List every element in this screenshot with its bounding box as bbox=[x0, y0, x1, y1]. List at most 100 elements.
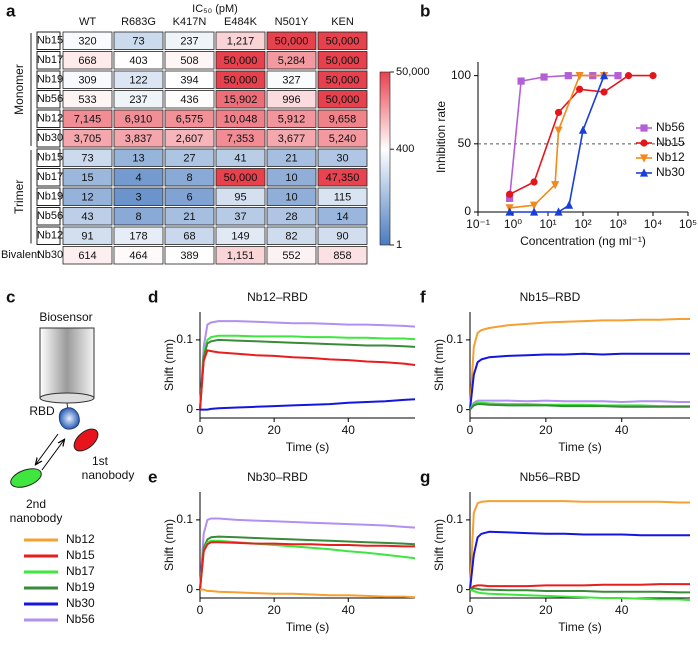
cell-label: 10 bbox=[285, 172, 297, 184]
cell-label: 508 bbox=[180, 55, 198, 67]
cell-label: 37 bbox=[234, 211, 246, 223]
cell-label: 149 bbox=[231, 231, 249, 243]
cell-label: 237 bbox=[180, 36, 198, 48]
series-line bbox=[199, 535, 416, 590]
x-axis-label: Time (s) bbox=[286, 440, 330, 454]
marker bbox=[564, 200, 574, 209]
cell-label: 13 bbox=[132, 153, 144, 165]
row-label-box bbox=[36, 148, 61, 167]
cell-label: 21 bbox=[285, 153, 297, 165]
cell-label: 10 bbox=[285, 192, 297, 204]
row-label-box bbox=[36, 90, 61, 109]
heatmap-cell bbox=[113, 51, 164, 70]
diagram: c Biosensor RBD 1st nanobody 2nd nanobod… bbox=[6, 287, 134, 525]
marker bbox=[530, 178, 538, 186]
heatmap-cell bbox=[164, 246, 215, 265]
marker bbox=[640, 139, 648, 147]
heatmap-cell bbox=[266, 148, 317, 167]
x-tick-label: 10⁴ bbox=[644, 217, 663, 231]
heatmap-cell bbox=[164, 129, 215, 148]
heatmap-cell bbox=[113, 109, 164, 128]
heatmap-cell bbox=[317, 207, 368, 226]
series-line bbox=[199, 517, 416, 590]
cell-label: 15 bbox=[81, 172, 93, 184]
marker bbox=[624, 72, 633, 80]
cell-label: 21 bbox=[183, 211, 195, 223]
cell-label: 10,048 bbox=[224, 114, 258, 126]
x-tick-label: 10³ bbox=[609, 217, 626, 231]
x-axis-label: Time (s) bbox=[558, 620, 602, 634]
heatmap-cell bbox=[215, 90, 266, 109]
row-label: Nb15 bbox=[37, 152, 63, 164]
heatmap-cell bbox=[266, 109, 317, 128]
x-tick-label: 40 bbox=[342, 603, 356, 617]
x-tick-label: 20 bbox=[267, 603, 281, 617]
marker bbox=[506, 190, 514, 198]
heatmap-cell bbox=[62, 129, 113, 148]
cell-label: 82 bbox=[285, 231, 297, 243]
cell-label: 50,000 bbox=[275, 36, 309, 48]
x-tick-label: 40 bbox=[615, 423, 629, 437]
y-tick-label: 0 bbox=[456, 582, 463, 596]
cell-label: 5,284 bbox=[278, 55, 306, 67]
cell-label: 27 bbox=[183, 153, 195, 165]
cell-label: 14 bbox=[336, 211, 348, 223]
heatmap-cell bbox=[62, 70, 113, 89]
marker bbox=[639, 154, 649, 163]
x-tick-label: 0 bbox=[197, 603, 204, 617]
heatmap-cell bbox=[113, 226, 164, 245]
rbd-label: RBD bbox=[29, 404, 55, 418]
heatmap-cell bbox=[62, 148, 113, 167]
y-tick-label: 0.1 bbox=[176, 512, 193, 526]
y-axis-label: Shift (nm) bbox=[432, 519, 446, 571]
first-label: 1st bbox=[92, 454, 109, 468]
series-line bbox=[509, 74, 653, 196]
row-label: Nb17 bbox=[37, 54, 63, 66]
legend-label: Nb56 bbox=[656, 120, 685, 134]
heatmap-cell bbox=[164, 226, 215, 245]
heatmap-cell bbox=[62, 187, 113, 206]
row-label: Nb30 bbox=[37, 132, 63, 144]
heatmap-cell bbox=[317, 90, 368, 109]
heatmap-cell bbox=[317, 31, 368, 50]
heatmap-cell bbox=[215, 187, 266, 206]
second-label: 2nd bbox=[26, 497, 46, 511]
heatmap-cell bbox=[113, 70, 164, 89]
marker bbox=[529, 207, 539, 216]
x-tick-label: 10² bbox=[574, 217, 591, 231]
series-line bbox=[469, 352, 690, 410]
panel-label: e bbox=[148, 467, 157, 486]
row-label: Nb56 bbox=[37, 93, 63, 105]
legend-label: Nb15 bbox=[66, 548, 95, 562]
cell-label: 2,607 bbox=[176, 133, 204, 145]
marker bbox=[517, 77, 525, 85]
heatmap-cell bbox=[164, 70, 215, 89]
cell-label: 7,145 bbox=[74, 114, 102, 126]
heatmap-cell bbox=[266, 187, 317, 206]
series-line bbox=[199, 349, 416, 410]
row-label-box bbox=[36, 226, 61, 245]
row-label-box bbox=[36, 109, 61, 128]
cell-label: 3 bbox=[135, 192, 141, 204]
column-label: KEN bbox=[331, 16, 354, 28]
cell-label: 178 bbox=[129, 231, 147, 243]
column-label: R683G bbox=[121, 16, 156, 28]
series-line bbox=[469, 399, 690, 411]
colorbar-tick-label: 1 bbox=[396, 239, 402, 251]
heatmap-cell bbox=[266, 51, 317, 70]
heatmap-cell bbox=[62, 31, 113, 50]
cell-label: 464 bbox=[129, 250, 147, 262]
cell-label: 6 bbox=[186, 192, 192, 204]
column-label: N501Y bbox=[275, 16, 309, 28]
heatmap-title: IC₅₀ (pM) bbox=[192, 3, 238, 15]
x-tick-label: 20 bbox=[539, 603, 553, 617]
row-label: Nb12 bbox=[37, 113, 63, 125]
marker bbox=[551, 181, 560, 190]
heatmap-cell bbox=[113, 90, 164, 109]
heatmap-cell bbox=[215, 246, 266, 265]
heatmap-cell bbox=[317, 109, 368, 128]
line-chart: d Nb12–RBD 0 20 40 0 0.1 Time (s) Shift (nm) bbox=[148, 287, 416, 454]
heatmap-cell bbox=[215, 109, 266, 128]
cell-label: 996 bbox=[282, 94, 300, 106]
marker bbox=[640, 124, 648, 132]
